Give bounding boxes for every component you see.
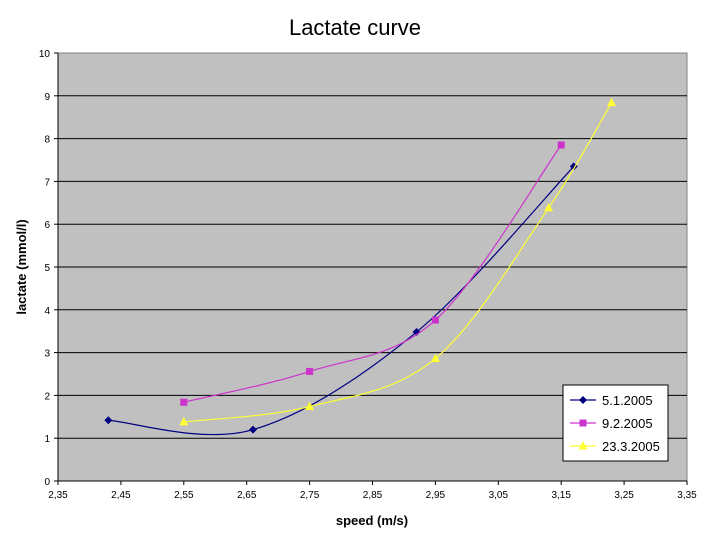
data-point-2 <box>607 97 617 107</box>
x-tick-label: 2,85 <box>363 490 383 501</box>
data-point-2 <box>430 353 440 363</box>
legend-label-1: 9.2.2005 <box>602 416 653 431</box>
y-tick-label: 4 <box>44 306 50 317</box>
legend-marker-1 <box>579 419 587 427</box>
x-tick-label: 2,35 <box>48 490 68 501</box>
y-tick-label: 9 <box>44 92 50 103</box>
y-tick-label: 7 <box>44 177 50 188</box>
x-tick-label: 2,55 <box>174 490 194 501</box>
y-tick-label: 10 <box>39 49 51 60</box>
legend-label-0: 5.1.2005 <box>602 393 653 408</box>
series-line-0 <box>108 166 575 436</box>
series-line-1 <box>183 144 562 403</box>
x-tick-label: 2,95 <box>426 490 446 501</box>
y-tick-label: 2 <box>44 391 50 402</box>
y-tick-label: 0 <box>44 477 50 488</box>
y-tick-label: 8 <box>44 135 50 146</box>
y-axis: 0 1 2 3 4 5 6 7 8 9 10 <box>39 49 59 488</box>
x-tick-label: 2,75 <box>300 490 320 501</box>
data-point-1 <box>557 141 565 149</box>
x-tick-label: 3,25 <box>614 490 634 501</box>
data-point-2 <box>305 401 315 411</box>
x-tick-label: 2,65 <box>237 490 257 501</box>
data-point-0 <box>248 425 257 434</box>
x-tick-label: 3,15 <box>551 490 571 501</box>
data-point-2 <box>179 416 189 426</box>
chart-title: Lactate curve <box>289 15 421 40</box>
y-tick-label: 3 <box>44 349 50 360</box>
data-point-0 <box>412 328 421 337</box>
data-point-0 <box>104 416 113 425</box>
x-axis-title: speed (m/s) <box>336 513 408 528</box>
y-axis-title: lactate (mmol/l) <box>14 219 29 314</box>
x-axis: 2,35 2,45 2,55 2,65 2,75 2,85 2,95 3,05 3,15 3,25… <box>48 480 697 501</box>
x-tick-label: 2,45 <box>111 490 131 501</box>
y-tick-label: 1 <box>44 434 50 445</box>
data-point-1 <box>306 367 314 375</box>
legend-marker-2 <box>578 441 588 450</box>
x-tick-label: 3,35 <box>677 490 697 501</box>
legend-label-2: 23.3.2005 <box>602 439 660 454</box>
data-point-2 <box>544 202 554 212</box>
y-tick-label: 5 <box>44 263 50 274</box>
data-point-1 <box>431 316 439 324</box>
legend: 5.1.2005 9.2.2005 23.3.2005 <box>562 384 669 462</box>
legend-marker-0 <box>579 396 587 404</box>
y-tick-label: 6 <box>44 220 50 231</box>
series-layer <box>104 97 617 436</box>
data-point-1 <box>180 398 188 406</box>
x-tick-label: 3,05 <box>489 490 509 501</box>
